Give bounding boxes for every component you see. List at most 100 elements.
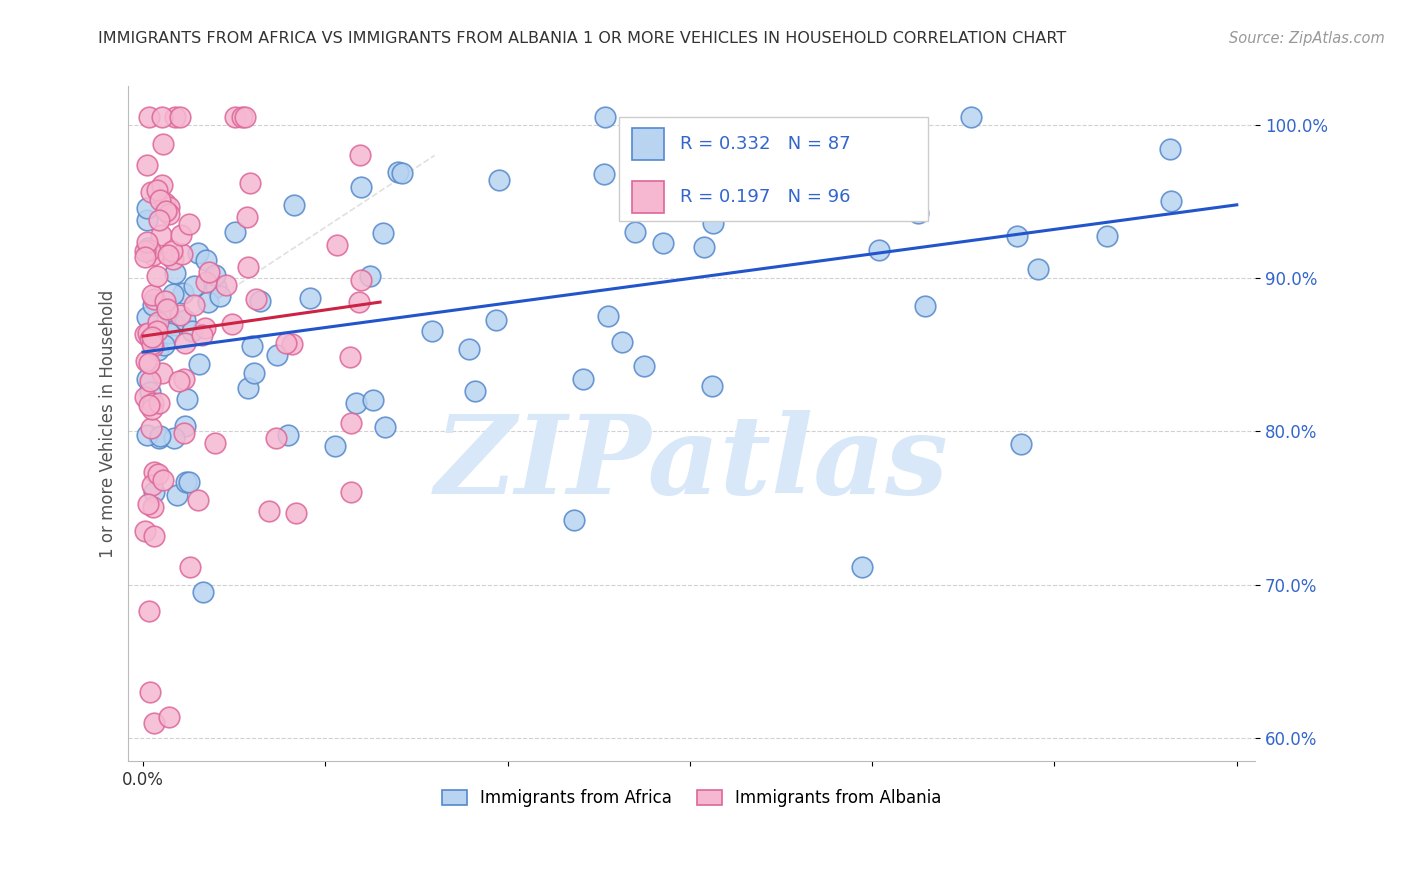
Point <box>420 324 443 338</box>
Point <box>624 225 647 239</box>
Point <box>153 294 176 309</box>
Point <box>183 298 205 312</box>
Point <box>152 137 174 152</box>
Point <box>149 429 172 443</box>
Point <box>188 357 211 371</box>
Point <box>135 213 157 227</box>
Point <box>284 506 307 520</box>
Point <box>149 193 172 207</box>
Point <box>157 248 180 262</box>
Point <box>673 134 696 148</box>
Point <box>141 402 163 417</box>
Point <box>141 421 163 435</box>
Point <box>138 356 160 370</box>
Point <box>141 337 163 351</box>
Point <box>236 260 259 274</box>
Point <box>274 335 297 350</box>
Point <box>236 381 259 395</box>
Text: R = 0.332   N = 87: R = 0.332 N = 87 <box>681 135 851 153</box>
Point <box>173 372 195 386</box>
Point <box>191 327 214 342</box>
Point <box>198 265 221 279</box>
Point <box>146 315 169 329</box>
Point <box>259 503 281 517</box>
Point <box>163 267 186 281</box>
Point <box>167 374 190 388</box>
Point <box>141 186 163 200</box>
Text: ZIPatlas: ZIPatlas <box>434 410 949 518</box>
Point <box>240 338 263 352</box>
Point <box>844 168 866 182</box>
Point <box>157 710 180 724</box>
Point <box>371 226 394 240</box>
Point <box>134 244 156 259</box>
Point <box>150 367 173 381</box>
Point <box>194 275 217 289</box>
Point <box>204 436 226 450</box>
Point <box>149 227 172 242</box>
Point <box>138 241 160 255</box>
Text: IMMIGRANTS FROM AFRICA VS IMMIGRANTS FROM ALBANIA 1 OR MORE VEHICLES IN HOUSEHOL: IMMIGRANTS FROM AFRICA VS IMMIGRANTS FRO… <box>98 31 1067 46</box>
Point <box>152 473 174 487</box>
Point <box>339 416 361 430</box>
Point <box>139 385 162 400</box>
Point <box>138 110 160 124</box>
Point <box>485 313 508 327</box>
Point <box>163 430 186 444</box>
Point <box>344 396 367 410</box>
Point <box>148 396 170 410</box>
Point <box>1159 143 1181 157</box>
Point <box>139 243 162 257</box>
Point <box>139 685 162 699</box>
Point <box>224 225 246 239</box>
Point <box>157 207 180 221</box>
Point <box>179 560 201 574</box>
Point <box>374 420 396 434</box>
Point <box>702 216 724 230</box>
Point <box>162 287 184 301</box>
Point <box>194 252 217 267</box>
Point <box>1010 436 1032 450</box>
Point <box>166 488 188 502</box>
Point <box>134 524 156 538</box>
Point <box>145 269 167 284</box>
Point <box>281 337 304 351</box>
Point <box>239 176 262 190</box>
Point <box>387 164 409 178</box>
Point <box>138 398 160 412</box>
Point <box>610 335 633 350</box>
Point <box>391 166 413 180</box>
Point <box>633 359 655 373</box>
Point <box>142 292 165 306</box>
Point <box>693 239 716 253</box>
Point <box>169 110 191 124</box>
Point <box>172 247 194 261</box>
Point <box>160 244 183 258</box>
Point <box>1005 229 1028 244</box>
Point <box>152 338 174 352</box>
Point <box>231 110 253 124</box>
Point <box>136 158 159 172</box>
Point <box>323 439 346 453</box>
Point <box>142 338 165 352</box>
Point <box>163 110 186 124</box>
Point <box>596 309 619 323</box>
Point <box>233 110 256 124</box>
Point <box>458 343 481 357</box>
Point <box>194 321 217 335</box>
Point <box>157 326 180 340</box>
Point <box>174 419 197 434</box>
Point <box>593 167 616 181</box>
Point <box>157 200 180 214</box>
Point <box>823 122 845 136</box>
Point <box>153 196 176 211</box>
Point <box>141 288 163 302</box>
Point <box>249 293 271 308</box>
Point <box>349 148 371 162</box>
Text: Source: ZipAtlas.com: Source: ZipAtlas.com <box>1229 31 1385 46</box>
Point <box>143 528 166 542</box>
Point <box>141 330 163 344</box>
Point <box>135 372 157 386</box>
Point <box>135 310 157 324</box>
Point <box>146 343 169 357</box>
